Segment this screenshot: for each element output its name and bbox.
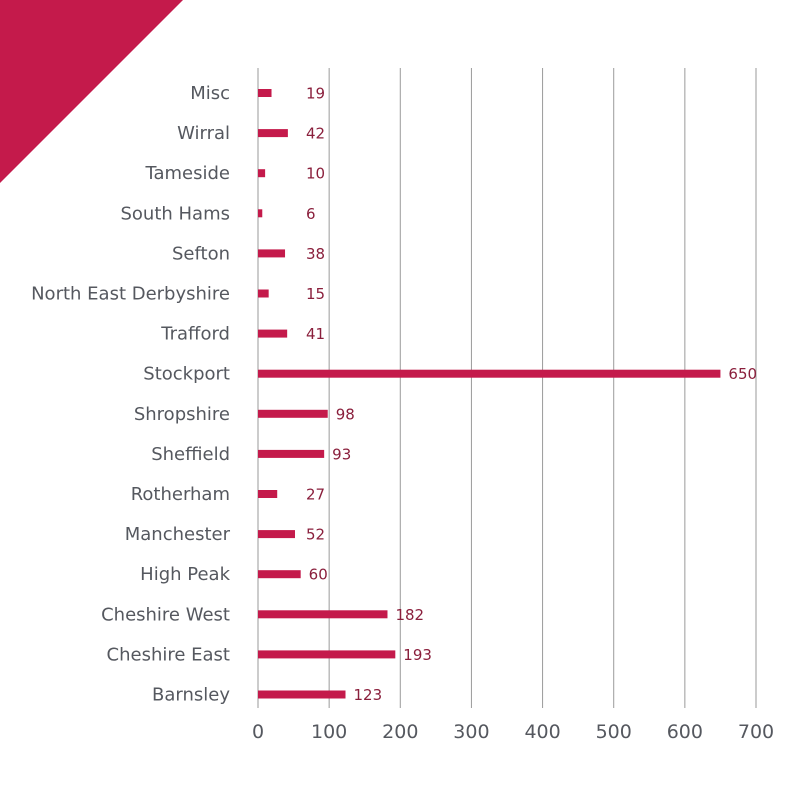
x-tick-label: 500 [596, 721, 632, 743]
bar-tameside [258, 169, 266, 178]
x-tick-label: 700 [738, 721, 774, 743]
bar-sheffield [258, 449, 325, 458]
bar-wirral [258, 129, 288, 138]
bar-stockport [258, 369, 721, 378]
x-tick-label: 600 [667, 721, 703, 743]
value-label: 38 [306, 245, 325, 263]
x-tick-label: 200 [382, 721, 418, 743]
bar-cheshire-west [258, 610, 388, 619]
category-label: Barnsley [152, 685, 230, 706]
corner-accent-triangle [0, 0, 183, 183]
value-label: 93 [332, 445, 351, 463]
value-label: 182 [395, 606, 424, 624]
bar-high-peak [258, 570, 301, 579]
category-label: Trafford [160, 324, 230, 345]
x-tick-label: 400 [524, 721, 560, 743]
bar-trafford [258, 329, 288, 338]
x-tick-label: 300 [453, 721, 489, 743]
category-label: Sheffield [151, 444, 230, 465]
value-label: 42 [306, 125, 325, 143]
value-label: 98 [336, 405, 355, 423]
bar-manchester [258, 530, 295, 539]
value-label: 15 [306, 285, 325, 303]
bars [258, 89, 721, 699]
value-label: 52 [306, 526, 325, 544]
category-label: High Peak [140, 564, 230, 585]
category-label: Wirral [177, 123, 230, 144]
category-label: Misc [190, 83, 230, 104]
bar-north-east-derbyshire [258, 289, 269, 298]
bar-barnsley [258, 690, 346, 699]
category-label: Cheshire West [101, 604, 230, 625]
bar-sefton [258, 249, 286, 258]
value-label: 10 [306, 165, 325, 183]
category-label: Stockport [143, 364, 230, 385]
category-label: Tameside [144, 163, 230, 184]
category-label: South Hams [120, 203, 230, 224]
value-label: 60 [309, 566, 328, 584]
category-labels: Misc Wirral Tameside South Hams Sefton North … [31, 83, 230, 706]
grid-lines [257, 68, 757, 708]
value-label: 19 [306, 85, 325, 103]
category-label: Cheshire East [107, 644, 230, 665]
category-label: Manchester [125, 524, 231, 545]
value-label: 27 [306, 486, 325, 504]
value-label: 650 [728, 365, 757, 383]
value-label: 6 [306, 205, 316, 223]
category-label: Rotherham [131, 484, 230, 505]
value-label: 123 [354, 686, 383, 704]
x-tick-labels: 0 100 200 300 400 500 600 700 [252, 721, 774, 743]
value-labels: 19 42 10 6 38 15 41 650 98 93 27 52 60 182 193 123 [306, 85, 757, 705]
x-tick-label: 100 [311, 721, 347, 743]
value-label: 41 [306, 325, 325, 343]
value-label: 193 [403, 646, 432, 664]
bar-rotherham [258, 490, 278, 498]
bar-misc [258, 89, 272, 97]
category-label: Shropshire [134, 404, 230, 425]
bar-cheshire-east [258, 650, 396, 659]
bar-south-hams [258, 209, 263, 218]
bar-shropshire [258, 409, 328, 418]
category-label: North East Derbyshire [31, 284, 230, 305]
category-label: Sefton [172, 243, 230, 264]
x-tick-label: 0 [252, 721, 264, 743]
